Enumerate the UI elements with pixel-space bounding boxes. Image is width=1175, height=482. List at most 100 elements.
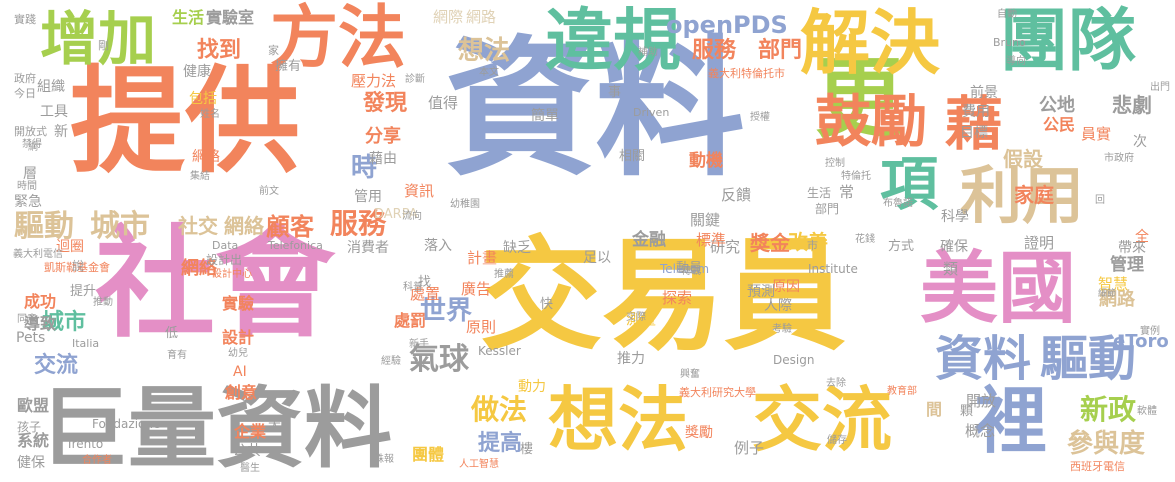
word-16: 鼓勵 <box>815 90 927 155</box>
word-data-120: Data <box>212 239 239 252</box>
word-87: 計畫 <box>467 249 498 267</box>
word-79: 證明 <box>1024 234 1055 252</box>
word-69: 管理 <box>1110 255 1144 275</box>
word-111: 擁有 <box>275 59 302 74</box>
word-48: 實驗室 <box>206 8 255 27</box>
word-64: 反饋 <box>721 186 752 204</box>
word-21: 想法 <box>458 36 511 66</box>
word-kessler-124: Kessler <box>478 344 521 358</box>
word-10: 方法 <box>270 0 407 78</box>
word-61: 公地 <box>1039 95 1075 116</box>
word-187: 市政府 <box>1104 153 1134 164</box>
word-140: 設計出 <box>206 253 243 267</box>
word-17: 裡 <box>975 379 1048 463</box>
word-27: 城市 <box>90 209 150 244</box>
word-68: 標準 <box>696 231 727 249</box>
word-192: 特倫托 <box>841 171 871 182</box>
word-fondazione-122: Fondazione <box>92 417 161 431</box>
word-4: 巨量資料 <box>40 377 393 480</box>
word-178: 新手 <box>409 339 429 350</box>
word-italia-130: Italia <box>72 337 100 350</box>
word-0: 資料 <box>445 23 746 197</box>
word-75: 例子 <box>734 439 765 457</box>
word-40: 交流 <box>34 353 79 378</box>
word-43: 假設 <box>1003 147 1043 171</box>
word-2: 社會 <box>95 215 335 354</box>
word-41: 城市 <box>42 310 87 335</box>
word-201: 本文 <box>479 67 499 78</box>
word-175: 醫生 <box>240 463 260 474</box>
word-142: 方式 <box>888 239 915 254</box>
word-148: 生活 <box>807 186 832 200</box>
word-88: 廣告 <box>461 280 492 298</box>
word-84: 費用 <box>962 104 990 120</box>
word-7: 美國 <box>920 244 1077 334</box>
word-98: 預測 <box>747 284 775 300</box>
word-78: 開放 <box>966 392 997 410</box>
word-19: 驅動 <box>1040 331 1137 387</box>
word-71: 設計 <box>222 328 255 347</box>
word-53: 成功 <box>24 292 57 311</box>
word-39: 參與度 <box>1067 429 1146 459</box>
word-65: 關鍵 <box>690 211 721 229</box>
word-172: 同意 <box>17 314 37 325</box>
word-institute-126: Institute <box>808 262 858 276</box>
word-136: 義大利電信 <box>13 249 63 260</box>
word-209: 儲存 <box>827 435 847 446</box>
word-174: 幼兒 <box>228 348 248 359</box>
word-45: 改善 <box>788 230 828 254</box>
word-13: 增加 <box>40 5 157 73</box>
word-109: 新 <box>54 124 68 140</box>
word-63: 動機 <box>689 151 723 171</box>
word-166: 開放式 <box>14 125 47 138</box>
word-190: 回 <box>1095 195 1105 206</box>
word-117: 層 <box>23 166 37 182</box>
word-106: 包括 <box>189 91 217 107</box>
word-94: 動力 <box>518 379 546 395</box>
word-183: 教育部 <box>887 386 917 397</box>
word-23: 部門 <box>758 38 803 63</box>
word-177: 蛛報 <box>374 454 394 465</box>
word-30: 顧客 <box>266 213 314 241</box>
word-darpa-121: DARPA <box>374 207 418 222</box>
word-152: 低 <box>165 326 179 341</box>
word-185: 實例 <box>1140 326 1160 337</box>
word-153: 太 <box>268 419 282 434</box>
word-58: 處罰 <box>394 311 427 330</box>
word-5: 更 <box>815 47 904 150</box>
word-207: 相關 <box>619 149 646 164</box>
word-51: 分享 <box>365 126 401 147</box>
word-144: 帶來 <box>1118 240 1146 256</box>
word-81: 全 <box>1135 229 1149 245</box>
word-54: 導致 <box>24 314 57 333</box>
word-104: 值得 <box>428 94 459 112</box>
word-49: 網際 <box>433 8 464 26</box>
word-96: 原因 <box>772 279 800 295</box>
word-149: 部門 <box>815 202 840 216</box>
word-179: 經驗 <box>381 356 401 367</box>
word-9: 交流 <box>752 379 892 461</box>
word-97: 人際 <box>764 298 792 314</box>
word-103: 資訊 <box>404 182 435 200</box>
word-138: 人工智慧 <box>459 459 499 470</box>
word-163: 家 <box>268 44 279 57</box>
word-114: 迴圈 <box>56 239 84 255</box>
word-82: 次 <box>1133 134 1147 150</box>
word-42: 悲劇 <box>1112 93 1152 117</box>
word-73: 企業 <box>234 422 267 441</box>
word-189: 細節 <box>1098 289 1117 299</box>
word-95: 獎勵 <box>685 425 713 441</box>
word-135: 西班牙電信 <box>1070 460 1125 473</box>
word-206: 幼稚園 <box>450 199 480 210</box>
word-28: 社交 <box>178 214 218 238</box>
word-92: 原則 <box>466 318 497 336</box>
word-186: 出門 <box>1150 82 1170 93</box>
word-72: 創意 <box>225 383 258 402</box>
word-99: 足以 <box>583 250 611 266</box>
word-155: 快 <box>540 297 554 312</box>
word-199: 診斷 <box>405 74 425 85</box>
word-trento-123: Trento <box>66 437 104 451</box>
word-50: 網路 <box>466 8 497 26</box>
word-147: 科學 <box>941 209 969 225</box>
word-24: 找到 <box>197 38 242 63</box>
